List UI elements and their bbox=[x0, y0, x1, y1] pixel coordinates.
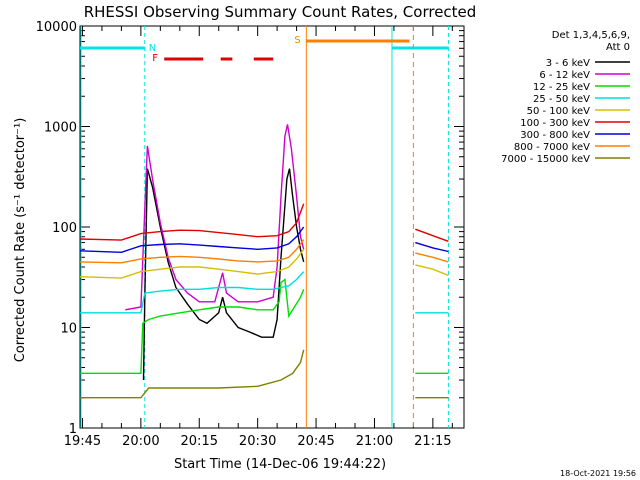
x-tick-label: 19:45 bbox=[64, 434, 101, 449]
flare-label: F bbox=[152, 53, 158, 64]
plot-area: 1 10 100 1000 10000 19:45 20:00 20:15 20:30 20:45… bbox=[36, 20, 465, 449]
series-line-1 bbox=[125, 124, 305, 311]
legend-label: 25 - 50 keV bbox=[533, 94, 590, 105]
x-axis-label: Start Time (14-Dec-06 19:44:22) bbox=[174, 457, 386, 472]
series-line-4 bbox=[415, 264, 449, 277]
x-tick-label: 21:15 bbox=[414, 434, 451, 449]
legend-label: 300 - 800 keV bbox=[520, 130, 590, 141]
night-label: N bbox=[149, 43, 156, 54]
timestamp: 18-Oct-2021 19:56 bbox=[560, 469, 636, 478]
x-tick-label: 20:45 bbox=[297, 434, 334, 449]
y-axis-label: Corrected Count Rate (s⁻¹ detector⁻¹) bbox=[13, 118, 28, 363]
series-line-3 bbox=[80, 271, 305, 314]
chart-title: RHESSI Observing Summary Count Rates, Co… bbox=[84, 3, 477, 21]
y-tick-label: 100 bbox=[52, 221, 77, 236]
series-line-7 bbox=[415, 252, 449, 263]
legend-label: 7000 - 15000 keV bbox=[501, 154, 590, 165]
y-tick-label: 1 bbox=[69, 422, 77, 437]
series-line-8 bbox=[80, 349, 305, 399]
y-tick-label: 1000 bbox=[44, 121, 77, 136]
series-line-red bbox=[79, 203, 305, 241]
series-line-2 bbox=[80, 278, 305, 374]
series-line-6 bbox=[79, 226, 305, 254]
legend-label: 50 - 100 keV bbox=[527, 106, 591, 117]
series-line-4 bbox=[79, 248, 305, 279]
x-tick-label: 20:30 bbox=[239, 434, 276, 449]
x-tick-label: 20:00 bbox=[122, 434, 159, 449]
legend-label: 12 - 25 keV bbox=[533, 82, 590, 93]
series-line-0 bbox=[142, 168, 305, 381]
legend-header: Att 0 bbox=[606, 42, 630, 53]
legend-label: 6 - 12 keV bbox=[539, 70, 590, 81]
series-line-6 bbox=[415, 241, 449, 253]
series-line-red bbox=[415, 228, 449, 242]
legend-label: 100 - 300 keV bbox=[520, 118, 590, 129]
x-tick-label: 20:15 bbox=[181, 434, 218, 449]
y-tick-label: 10 bbox=[60, 322, 77, 337]
plot-frame bbox=[79, 25, 465, 429]
x-tick-label: 21:00 bbox=[356, 434, 393, 449]
y-tick-label: 10000 bbox=[36, 20, 77, 35]
legend-header: Det 1,3,4,5,6,9, bbox=[552, 30, 630, 41]
saa-label: S bbox=[294, 35, 300, 46]
legend-label: 800 - 7000 keV bbox=[514, 142, 590, 153]
legend-label: 3 - 6 keV bbox=[546, 58, 590, 69]
series-line-7 bbox=[79, 239, 305, 264]
